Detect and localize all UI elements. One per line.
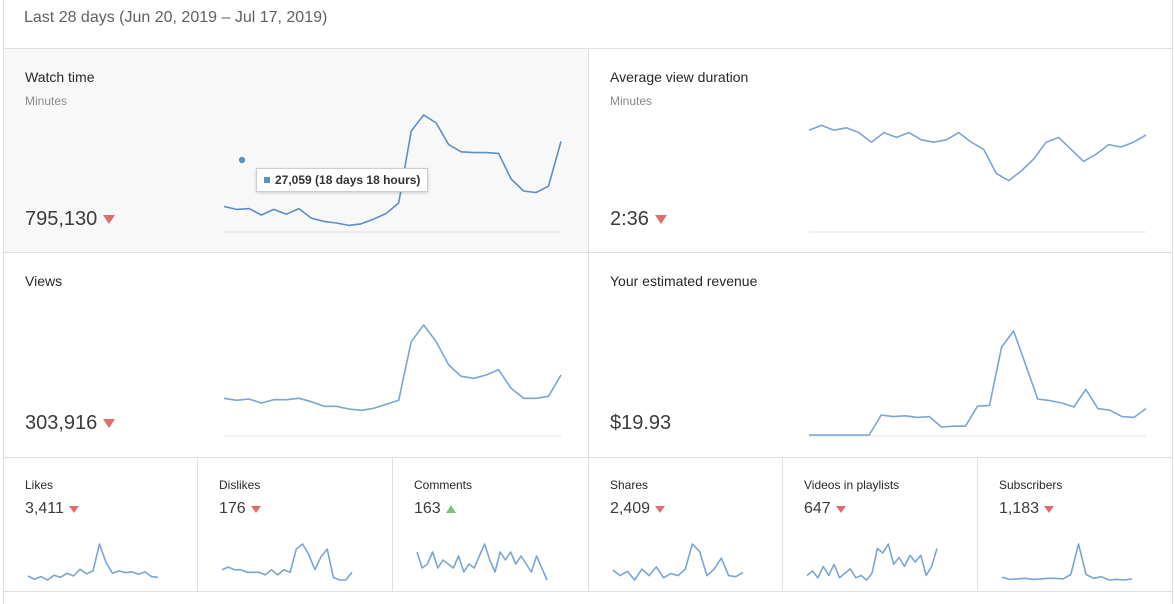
hover-point-marker — [237, 155, 247, 165]
analytics-overview-panel — [3, 0, 1173, 604]
metric-value-text: 795,130 — [25, 208, 98, 230]
metric-value-text: 1,183 — [999, 500, 1040, 517]
metric-title: Subscribers — [999, 478, 1063, 492]
metric-value-text: 303,916 — [25, 412, 98, 434]
trend-down-icon — [68, 505, 79, 513]
metric-title: Views — [25, 273, 63, 289]
trend-down-icon — [654, 215, 667, 224]
metric-unit: Minutes — [25, 94, 68, 108]
metric-sparkline — [223, 324, 562, 437]
metric-card-likes[interactable]: Likes 3,411 — [4, 458, 197, 592]
metric-value: 176 — [219, 500, 261, 518]
divider — [588, 48, 589, 457]
metric-card-comments[interactable]: Comments 163 — [393, 458, 588, 592]
metric-sparkline — [808, 124, 1147, 233]
metric-card-subscribers[interactable]: Subscribers 1,183 — [978, 458, 1173, 592]
metric-title: Comments — [414, 478, 473, 492]
metric-value-text: 2,409 — [610, 500, 651, 517]
metric-value-text: 163 — [414, 500, 441, 517]
metric-card-views[interactable]: Views 303,916 — [4, 253, 588, 456]
metric-value-text: $19.93 — [610, 412, 672, 434]
trend-down-icon — [103, 419, 116, 428]
sparkline-path — [1001, 543, 1133, 581]
divider — [782, 457, 783, 591]
metric-value: 1,183 — [999, 500, 1055, 518]
metric-value: 647 — [804, 500, 846, 518]
metric-sparkline — [416, 543, 548, 581]
metric-card-dislikes[interactable]: Dislikes 176 — [198, 458, 392, 592]
metric-sparkline — [221, 543, 353, 581]
metric-card-estimated-revenue[interactable]: Your estimated revenue $19.93 — [589, 253, 1173, 456]
trend-down-icon — [655, 505, 666, 513]
metric-value-text: 176 — [219, 500, 246, 517]
metric-title: Your estimated revenue — [610, 273, 758, 289]
sparkline-path — [27, 543, 159, 581]
metric-title: Watch time — [25, 69, 95, 85]
sparkline-path — [416, 543, 548, 581]
metric-unit: Minutes — [610, 94, 653, 108]
metric-card-watch-time[interactable]: Watch time Minutes 795,130 — [4, 49, 588, 252]
metric-card-shares[interactable]: Shares 2,409 — [589, 458, 782, 592]
divider — [977, 457, 978, 591]
metric-value: 2,409 — [610, 500, 666, 518]
date-range-label: Last 28 days (Jun 20, 2019 – Jul 17, 201… — [24, 9, 328, 26]
metric-value: 163 — [414, 500, 456, 518]
trend-down-icon — [1044, 505, 1055, 513]
metric-value: 303,916 — [25, 412, 116, 435]
metric-sparkline — [806, 543, 938, 581]
divider — [392, 457, 393, 591]
trend-up-icon — [445, 505, 456, 513]
metric-value: 795,130 — [25, 208, 116, 231]
sparkline-path — [221, 543, 353, 581]
trend-down-icon — [103, 215, 116, 224]
metric-value-text: 3,411 — [25, 500, 64, 517]
metric-value-text: 2:36 — [610, 208, 649, 230]
metric-title: Likes — [25, 478, 54, 492]
metric-value: 2:36 — [610, 208, 667, 231]
metric-title: Videos in playlists — [804, 478, 900, 492]
sparkline-path — [223, 324, 562, 412]
trend-down-icon — [835, 505, 846, 513]
divider — [588, 457, 589, 591]
legend-swatch-icon — [264, 177, 270, 183]
sparkline-path — [223, 114, 562, 227]
sparkline-path — [806, 543, 938, 581]
divider — [197, 457, 198, 591]
chart-tooltip: 27,059 (18 days 18 hours) — [256, 168, 429, 192]
metric-title: Average view duration — [610, 69, 749, 85]
metric-sparkline — [809, 330, 1147, 437]
metric-value-text: 647 — [804, 500, 831, 517]
sparkline-path — [612, 543, 744, 581]
metric-sparkline — [223, 114, 562, 233]
metric-value: 3,411 — [25, 500, 79, 518]
tooltip-text: 27,059 (18 days 18 hours) — [275, 173, 421, 187]
metric-value: $19.93 — [610, 412, 671, 435]
sparkline-path — [808, 124, 1147, 182]
metric-card-average-view-duration[interactable]: Average view duration Minutes 2:36 — [589, 49, 1173, 252]
sparkline-path — [809, 330, 1147, 436]
metric-title: Shares — [610, 478, 649, 492]
metric-sparkline — [1001, 543, 1133, 581]
metric-sparkline — [27, 543, 159, 581]
trend-down-icon — [250, 505, 261, 513]
metric-card-videos-in-playlists[interactable]: Videos in playlists 647 — [783, 458, 977, 592]
metric-sparkline — [612, 543, 744, 581]
divider — [4, 591, 1173, 592]
metric-title: Dislikes — [219, 478, 261, 492]
